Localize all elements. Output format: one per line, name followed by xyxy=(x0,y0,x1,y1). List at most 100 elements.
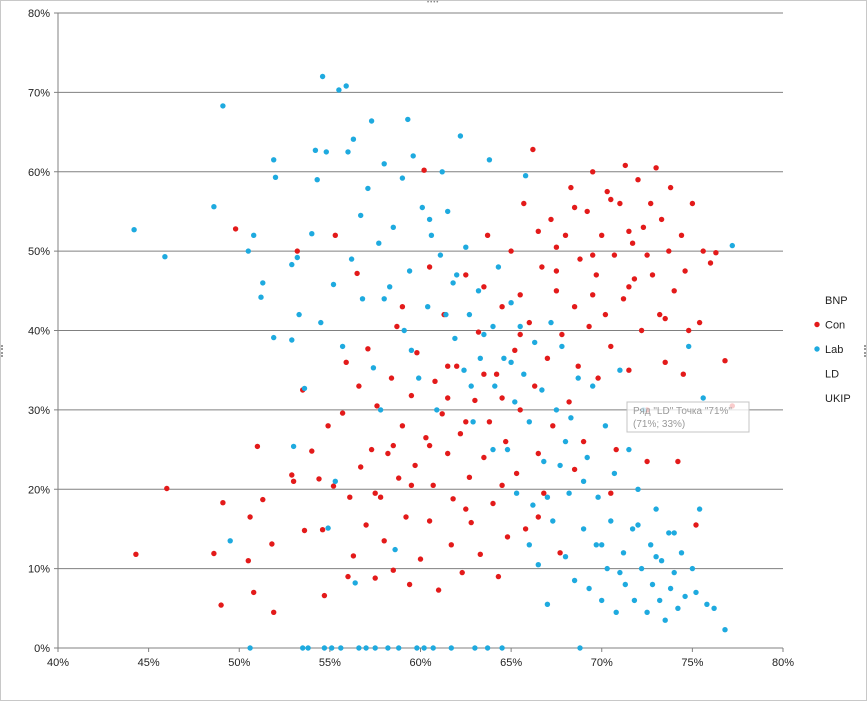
data-point[interactable] xyxy=(220,500,226,506)
legend-item-ukip[interactable]: UKIP xyxy=(825,393,851,405)
data-point[interactable] xyxy=(410,153,416,159)
data-point[interactable] xyxy=(463,244,469,250)
data-point[interactable] xyxy=(535,228,541,234)
data-point[interactable] xyxy=(247,645,253,651)
data-point[interactable] xyxy=(713,250,719,256)
data-point[interactable] xyxy=(620,550,627,556)
data-point[interactable] xyxy=(553,268,560,274)
data-point[interactable] xyxy=(635,486,641,492)
data-point[interactable] xyxy=(396,475,402,481)
data-point[interactable] xyxy=(271,334,277,341)
data-point[interactable] xyxy=(495,573,502,580)
data-point[interactable] xyxy=(571,577,578,584)
data-point[interactable] xyxy=(396,645,402,651)
data-point[interactable] xyxy=(247,514,253,520)
data-point[interactable] xyxy=(448,542,454,548)
data-point[interactable] xyxy=(358,212,364,219)
data-point[interactable] xyxy=(426,518,433,524)
data-point[interactable] xyxy=(559,331,565,338)
data-point[interactable] xyxy=(544,355,551,361)
data-point[interactable] xyxy=(644,458,650,465)
data-point[interactable] xyxy=(599,542,605,548)
data-point[interactable] xyxy=(423,435,429,441)
data-point[interactable] xyxy=(539,264,545,270)
data-point[interactable] xyxy=(490,446,496,453)
data-point[interactable] xyxy=(499,395,505,401)
data-point[interactable] xyxy=(363,645,369,651)
data-point[interactable] xyxy=(245,248,251,254)
data-point[interactable] xyxy=(468,383,474,389)
data-point[interactable] xyxy=(332,232,338,238)
data-point[interactable] xyxy=(513,470,520,477)
data-point[interactable] xyxy=(354,270,360,277)
data-point[interactable] xyxy=(535,450,541,457)
data-point[interactable] xyxy=(689,200,696,207)
data-point[interactable] xyxy=(675,458,681,465)
data-point[interactable] xyxy=(294,248,300,254)
data-point[interactable] xyxy=(535,562,541,568)
data-point[interactable] xyxy=(504,534,511,540)
data-point[interactable] xyxy=(477,551,483,557)
data-point[interactable] xyxy=(309,448,315,454)
data-point[interactable] xyxy=(504,446,511,453)
data-point[interactable] xyxy=(133,551,139,557)
data-point[interactable] xyxy=(503,438,509,445)
data-point[interactable] xyxy=(434,407,440,413)
data-point[interactable] xyxy=(468,519,474,526)
data-point[interactable] xyxy=(593,542,599,548)
data-point[interactable] xyxy=(626,284,632,290)
data-point[interactable] xyxy=(481,331,487,338)
data-point[interactable] xyxy=(689,565,696,572)
data-point[interactable] xyxy=(671,569,677,576)
data-point[interactable] xyxy=(290,443,297,450)
data-point[interactable] xyxy=(508,300,514,306)
data-point[interactable] xyxy=(499,304,505,310)
data-point[interactable] xyxy=(301,385,308,392)
data-point[interactable] xyxy=(445,208,451,215)
data-point[interactable] xyxy=(385,450,391,457)
data-point[interactable] xyxy=(352,580,358,586)
data-point[interactable] xyxy=(329,645,335,651)
data-point[interactable] xyxy=(312,147,319,153)
data-point[interactable] xyxy=(649,581,656,588)
data-point[interactable] xyxy=(722,358,728,364)
data-point[interactable] xyxy=(599,232,605,238)
data-point[interactable] xyxy=(387,284,393,290)
data-point[interactable] xyxy=(332,478,338,484)
data-point[interactable] xyxy=(508,248,514,254)
data-point[interactable] xyxy=(521,371,527,377)
data-point[interactable] xyxy=(405,116,411,123)
data-point[interactable] xyxy=(363,522,369,528)
data-point[interactable] xyxy=(631,276,638,282)
data-point[interactable] xyxy=(321,592,328,599)
data-point[interactable] xyxy=(336,87,342,93)
data-point[interactable] xyxy=(258,294,264,300)
data-point[interactable] xyxy=(445,395,451,401)
data-point[interactable] xyxy=(608,518,614,524)
data-point[interactable] xyxy=(401,327,407,334)
data-point[interactable] xyxy=(450,280,456,286)
data-point[interactable] xyxy=(584,454,590,461)
data-point[interactable] xyxy=(368,118,375,124)
data-point[interactable] xyxy=(390,224,396,230)
data-point[interactable] xyxy=(532,383,538,389)
data-point[interactable] xyxy=(571,204,578,211)
data-point[interactable] xyxy=(595,494,601,500)
data-point[interactable] xyxy=(325,423,331,429)
data-point[interactable] xyxy=(484,232,491,238)
data-point[interactable] xyxy=(548,216,554,223)
data-point[interactable] xyxy=(522,526,529,532)
legend-item-con[interactable]: Con xyxy=(814,320,845,332)
data-point[interactable] xyxy=(452,335,458,342)
data-point[interactable] xyxy=(608,196,614,203)
data-point[interactable] xyxy=(492,383,498,389)
data-point[interactable] xyxy=(254,443,261,450)
data-point[interactable] xyxy=(550,423,556,429)
data-point[interactable] xyxy=(622,581,628,588)
data-point[interactable] xyxy=(526,319,532,326)
data-point[interactable] xyxy=(271,157,277,163)
data-point[interactable] xyxy=(392,546,398,553)
data-point[interactable] xyxy=(457,133,464,139)
data-point[interactable] xyxy=(622,162,628,169)
data-point[interactable] xyxy=(530,502,536,508)
